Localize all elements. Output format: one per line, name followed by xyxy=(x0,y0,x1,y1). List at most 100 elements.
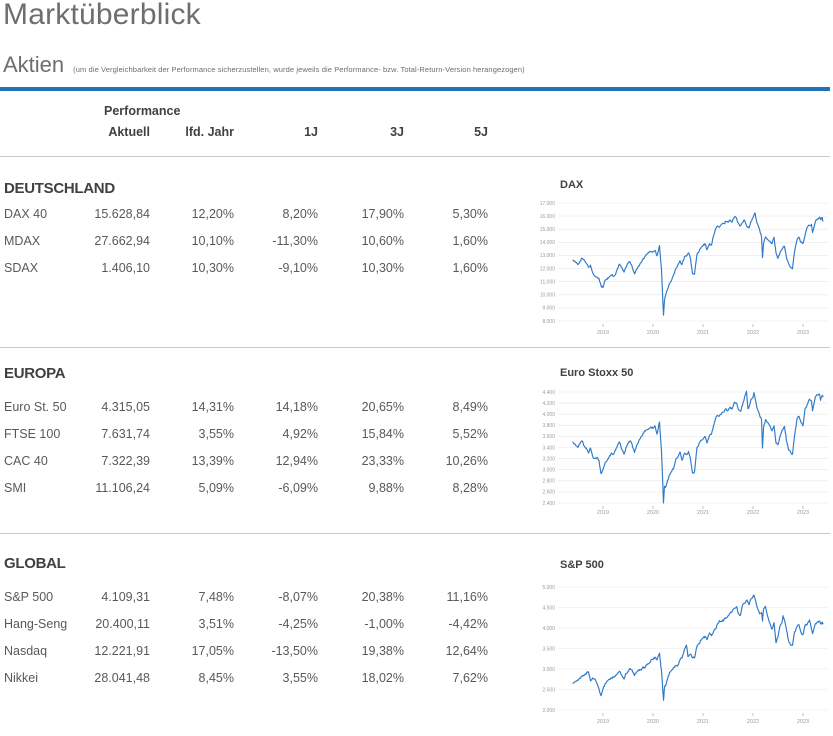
index-value: -9,10% xyxy=(278,261,318,275)
column-header-spacer xyxy=(4,125,92,139)
index-value: 17,90% xyxy=(361,207,404,221)
index-value: 20.400,11 xyxy=(95,617,150,631)
index-value: 3,51% xyxy=(198,617,234,631)
index-value: 13,39% xyxy=(191,454,234,468)
svg-text:15.000: 15.000 xyxy=(540,227,556,233)
table-row: SDAX 1.406,10 10,30% -9,10% 10,30% 1,60% xyxy=(4,261,488,275)
svg-text:2021: 2021 xyxy=(697,719,709,725)
svg-text:2022: 2022 xyxy=(747,330,759,336)
aktien-header: Aktien (um die Vergleichbarkeit der Perf… xyxy=(3,52,823,78)
index-value: -11,30% xyxy=(272,234,318,248)
svg-text:2019: 2019 xyxy=(597,510,609,516)
index-value: 10,30% xyxy=(361,261,404,275)
table-row: CAC 40 7.322,39 13,39% 12,94% 23,33% 10,26% xyxy=(4,454,488,468)
svg-text:4.000: 4.000 xyxy=(542,412,555,418)
svg-text:2020: 2020 xyxy=(647,330,659,336)
index-value: 4.109,31 xyxy=(101,590,150,604)
column-header-aktuell: Aktuell xyxy=(108,125,150,139)
index-value: 8,49% xyxy=(452,400,488,414)
section-heading: GLOBAL xyxy=(4,555,66,572)
index-value: 17,05% xyxy=(191,644,234,658)
index-value: 3,55% xyxy=(198,427,234,441)
svg-text:5.000: 5.000 xyxy=(542,585,555,591)
svg-text:2.600: 2.600 xyxy=(542,490,555,496)
index-value: 4,92% xyxy=(282,427,318,441)
svg-text:3.200: 3.200 xyxy=(542,456,555,462)
index-value: 7,48% xyxy=(198,590,234,604)
svg-text:2021: 2021 xyxy=(697,330,709,336)
chart-title-dax: DAX xyxy=(560,179,584,191)
accent-divider xyxy=(0,87,830,91)
svg-text:2.400: 2.400 xyxy=(542,501,555,507)
svg-text:4.500: 4.500 xyxy=(542,605,555,611)
index-value: 11.106,24 xyxy=(95,481,150,495)
index-name: Euro St. 50 xyxy=(4,400,67,414)
index-value: 1.406,10 xyxy=(101,261,150,275)
index-value: -4,25% xyxy=(278,617,318,631)
index-value: -1,00% xyxy=(364,617,404,631)
svg-text:2.800: 2.800 xyxy=(542,479,555,485)
index-value: 5,09% xyxy=(198,481,234,495)
index-name: MDAX xyxy=(4,234,41,248)
index-value: 12.221,91 xyxy=(94,644,150,658)
index-name: FTSE 100 xyxy=(4,427,61,441)
eurostoxx-line-chart: 2.400 2.600 2.800 3.000 3.200 3.400 3.600 3.800… xyxy=(542,390,828,516)
table-row: DAX 40 15.628,84 12,20% 8,20% 17,90% 5,30% xyxy=(4,207,488,221)
table-row: MDAX 27.662,94 10,10% -11,30% 10,60% 1,60% xyxy=(4,234,488,248)
index-value: 1,60% xyxy=(452,234,488,248)
index-name: DAX 40 xyxy=(4,207,48,221)
table-row: S&P 500 4.109,31 7,48% -8,07% 20,38% 11,16% xyxy=(4,590,488,604)
svg-text:16.000: 16.000 xyxy=(540,214,556,220)
column-header-5j: 5J xyxy=(474,125,488,139)
svg-text:2023: 2023 xyxy=(797,719,809,725)
svg-text:4.200: 4.200 xyxy=(542,401,555,407)
index-value: 10,60% xyxy=(361,234,404,248)
index-name: Nikkei xyxy=(4,671,39,685)
section-divider-2 xyxy=(0,533,830,534)
svg-text:12.000: 12.000 xyxy=(540,266,556,272)
index-value: 28.041,48 xyxy=(94,671,150,685)
index-value: 7.322,39 xyxy=(101,454,150,468)
svg-text:2019: 2019 xyxy=(597,330,609,336)
table-row: Nikkei 28.041,48 8,45% 3,55% 18,02% 7,62% xyxy=(4,671,488,685)
index-value: 8,28% xyxy=(452,481,488,495)
index-value: 20,38% xyxy=(361,590,404,604)
svg-text:2023: 2023 xyxy=(797,330,809,336)
index-value: 15.628,84 xyxy=(94,207,150,221)
svg-text:2020: 2020 xyxy=(647,510,659,516)
index-value: 27.662,94 xyxy=(94,234,150,248)
svg-text:3.400: 3.400 xyxy=(542,445,555,451)
index-value: 12,94% xyxy=(275,454,318,468)
section-heading: DEUTSCHLAND xyxy=(4,180,115,197)
index-value: 7.631,74 xyxy=(101,427,150,441)
index-value: 5,30% xyxy=(452,207,488,221)
table-row: FTSE 100 7.631,74 3,55% 4,92% 15,84% 5,52% xyxy=(4,427,488,441)
table-row: SMI 11.106,24 5,09% -6,09% 9,88% 8,28% xyxy=(4,481,488,495)
chart-title-sp500: S&P 500 xyxy=(560,559,604,571)
svg-text:3.000: 3.000 xyxy=(542,468,555,474)
index-value: 20,65% xyxy=(361,400,404,414)
index-value: 11,16% xyxy=(446,590,488,604)
header-divider xyxy=(0,156,830,157)
index-name: Hang-Seng xyxy=(4,617,68,631)
svg-text:4.000: 4.000 xyxy=(542,626,555,632)
index-value: -6,09% xyxy=(278,481,318,495)
column-header-lfd-jahr: lfd. Jahr xyxy=(185,125,234,139)
svg-text:14.000: 14.000 xyxy=(540,240,556,246)
svg-text:17.000: 17.000 xyxy=(540,201,556,207)
section-divider-1 xyxy=(0,347,830,348)
svg-text:2021: 2021 xyxy=(697,510,709,516)
svg-text:2022: 2022 xyxy=(747,719,759,725)
index-name: SMI xyxy=(4,481,27,495)
dax-line-chart: 8.000 9.000 10.000 11.000 12.000 13.000 14.000… xyxy=(540,201,828,336)
index-name: SDAX xyxy=(4,261,39,275)
svg-text:11.000: 11.000 xyxy=(540,279,555,285)
svg-text:13.000: 13.000 xyxy=(540,253,556,259)
table-row: Nasdaq 12.221,91 17,05% -13,50% 19,38% 12,64% xyxy=(4,644,488,658)
svg-text:2023: 2023 xyxy=(797,510,809,516)
index-value: 14,31% xyxy=(191,400,234,414)
index-value: 5,52% xyxy=(452,427,488,441)
page-title: Marktüberblick xyxy=(3,0,201,31)
table-row: Euro St. 50 4.315,05 14,31% 14,18% 20,65% 8,4… xyxy=(4,400,488,414)
svg-text:3.000: 3.000 xyxy=(542,667,555,673)
